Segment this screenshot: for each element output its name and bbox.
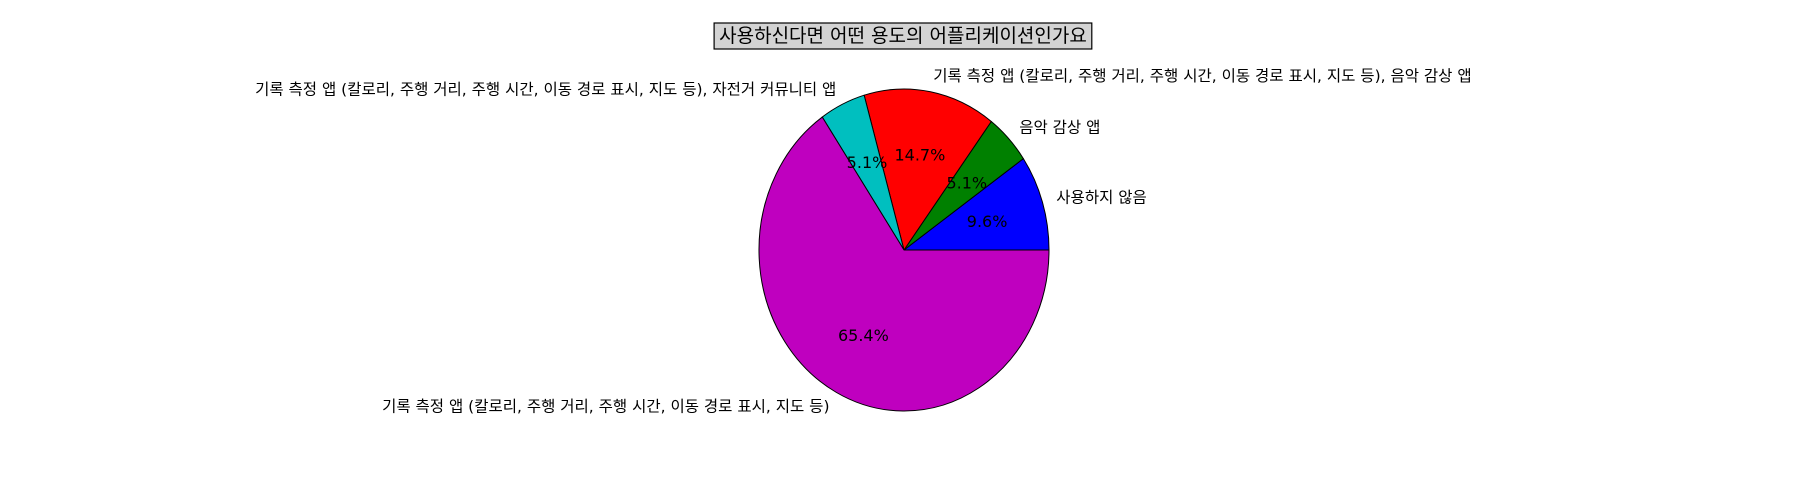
percent-label-3: 5.1% [847, 153, 888, 172]
pie-slice-0 [903, 158, 1050, 251]
percent-label-4: 65.4% [838, 326, 889, 345]
slice-label-2: 기록 측정 앱 (칼로리, 주행 거리, 주행 시간, 이동 경로 표시, 지도… [933, 67, 1471, 85]
percent-label-2: 14.7% [894, 146, 945, 165]
slice-label-4: 기록 측정 앱 (칼로리, 주행 거리, 주행 시간, 이동 경로 표시, 지도… [382, 398, 829, 416]
percent-label-0: 9.6% [967, 212, 1008, 231]
percent-labels: 9.6%5.1%14.7%5.1%65.4% [838, 146, 1007, 345]
percent-label-1: 5.1% [946, 174, 987, 193]
pie-slice-4 [758, 116, 1050, 412]
title-box [713, 22, 1093, 50]
slice-label-0: 사용하지 않음 [1056, 188, 1147, 206]
slice-label-3: 기록 측정 앱 (칼로리, 주행 거리, 주행 시간, 이동 경로 표시, 지도… [255, 81, 836, 99]
chart-title: 사용하신다면 어떤 용도의 어플리케이션인가요 [713, 22, 1093, 50]
pie-slices [758, 88, 1050, 412]
pie-slice-2 [863, 88, 992, 251]
slice-label-1: 음악 감상 앱 [1019, 119, 1100, 137]
title-text: 사용하신다면 어떤 용도의 어플리케이션인가요 [719, 25, 1087, 47]
